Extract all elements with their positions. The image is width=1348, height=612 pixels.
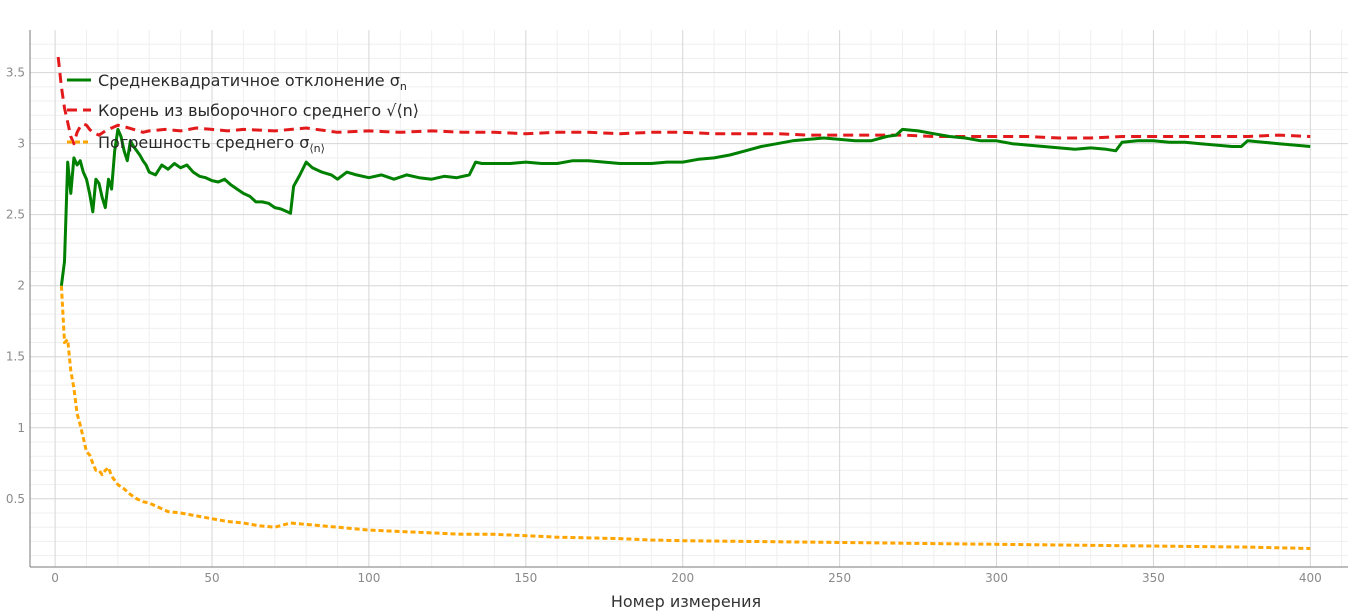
x-tick-label: 250	[828, 571, 851, 585]
y-tick-label: 2	[17, 279, 25, 293]
series-line-std-deviation	[59, 127, 1311, 286]
x-tick-label: 400	[1299, 571, 1322, 585]
x-tick-label: 300	[985, 571, 1008, 585]
series-layer	[56, 56, 1311, 550]
series-line-sqrt-mean	[56, 56, 1311, 146]
y-tick-label: 2.5	[6, 208, 25, 222]
x-tick-label: 100	[357, 571, 380, 585]
legend: Среднеквадратичное отклонение σn Корень и…	[67, 71, 419, 155]
legend-label: Корень из выборочного среднего √⟨n⟩	[98, 101, 419, 120]
legend-label: Погрешность среднего σ⟨n⟩	[98, 133, 325, 155]
legend-label: Среднеквадратичное отклонение σn	[98, 71, 407, 93]
x-axis-ticks: 0 50 100 150 200 250 300 350 400	[51, 571, 1322, 585]
y-tick-label: 3	[17, 137, 25, 151]
x-tick-label: 200	[671, 571, 694, 585]
y-tick-label: 0.5	[6, 492, 25, 506]
x-tick-label: 50	[204, 571, 219, 585]
legend-label-subscript: n	[400, 80, 407, 93]
x-axis-title: Номер измерения	[611, 592, 761, 611]
series-line-mean-error	[59, 285, 1311, 550]
major-gridlines	[30, 30, 1348, 567]
y-tick-label: 3.5	[6, 66, 25, 80]
legend-label-subscript: ⟨n⟩	[309, 142, 325, 155]
y-tick-label: 1	[17, 421, 25, 435]
y-tick-label: 1.5	[6, 350, 25, 364]
axes	[29, 30, 1348, 568]
x-tick-label: 150	[514, 571, 537, 585]
x-tick-label: 350	[1142, 571, 1165, 585]
y-axis-ticks: 0.5 1 1.5 2 2.5 3 3.5	[6, 66, 25, 506]
minor-gridlines	[30, 30, 1348, 567]
x-tick-label: 0	[51, 571, 59, 585]
